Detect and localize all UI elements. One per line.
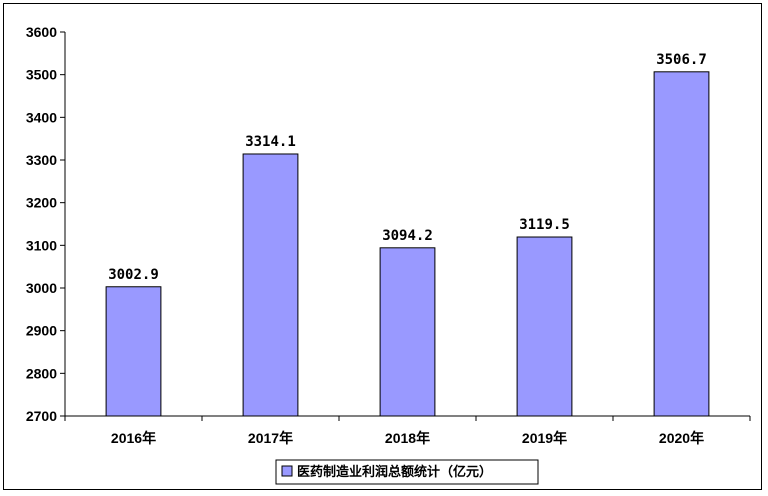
bar: [379, 247, 436, 417]
legend-frame: [275, 459, 539, 485]
legend-label: 医药制造业利润总额统计（亿元）: [297, 464, 492, 480]
y-tick-label: 2700: [26, 408, 57, 424]
bars: [105, 71, 710, 417]
y-tick-label: 3400: [26, 109, 57, 125]
y-tick-label: 3000: [26, 280, 57, 296]
data-label: 3119.5: [519, 217, 570, 233]
legend-swatch: [281, 465, 293, 477]
bar: [105, 286, 162, 417]
bar: [242, 153, 299, 417]
bar: [653, 71, 710, 417]
x-tick-label: 2020年: [659, 430, 704, 446]
x-tick-label: 2019年: [522, 430, 567, 446]
y-tick-label: 2900: [26, 323, 57, 339]
data-label: 3094.2: [382, 228, 433, 244]
y-tick-label: 3500: [26, 67, 57, 83]
data-labels: 3002.9 3314.1 3094.2 3119.5 3506.7: [108, 52, 707, 283]
legend: 医药制造业利润总额统计（亿元）: [275, 459, 539, 485]
y-tick-label: 2800: [26, 365, 57, 381]
y-tick-label: 3600: [26, 24, 57, 40]
data-label: 3314.1: [245, 134, 296, 150]
bar: [516, 236, 573, 417]
x-axis: 2016年 2017年 2018年 2019年 2020年: [64, 415, 751, 446]
y-tick-label: 3300: [26, 152, 57, 168]
y-tick-label: 3100: [26, 237, 57, 253]
y-tick-label: 3200: [26, 195, 57, 211]
x-tick-label: 2017年: [248, 430, 293, 446]
y-axis: 2700 2800 2900 3000 3100 3200 3300 3400 3500 3600: [26, 24, 66, 424]
x-tick-label: 2018年: [385, 430, 430, 446]
x-tick-label: 2016年: [111, 430, 156, 446]
data-label: 3506.7: [656, 52, 707, 68]
data-label: 3002.9: [108, 267, 159, 283]
